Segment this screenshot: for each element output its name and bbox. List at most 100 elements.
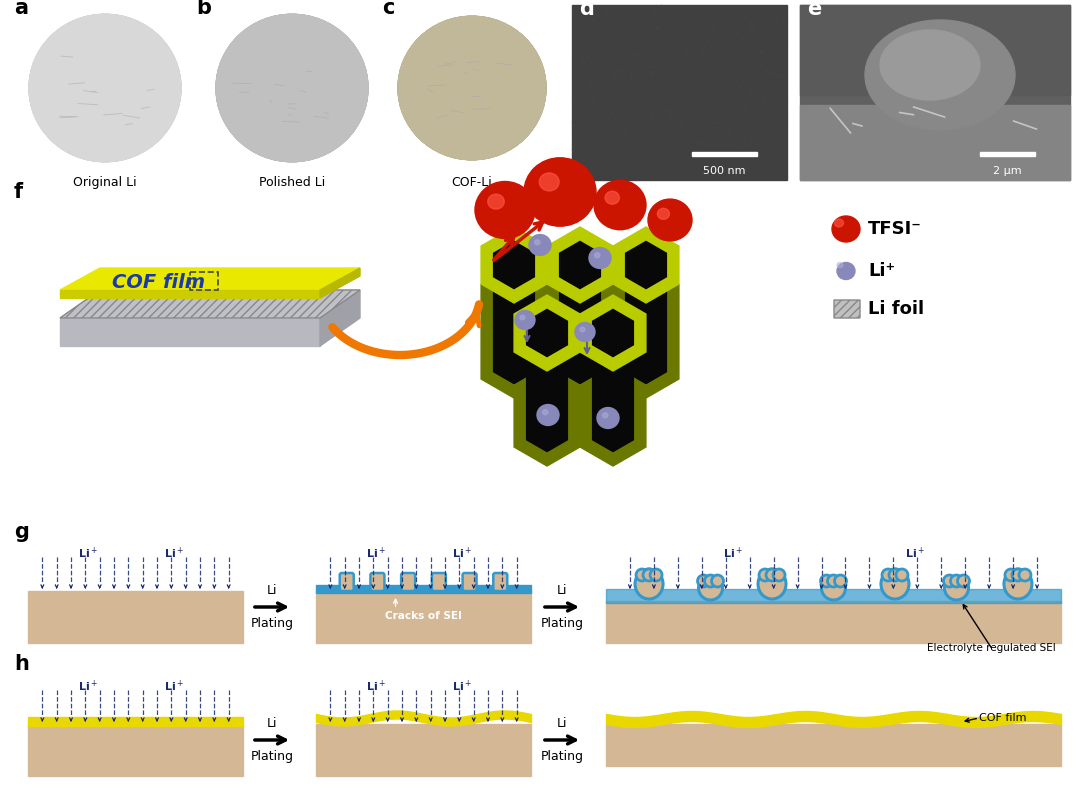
Text: d: d (579, 0, 594, 19)
Bar (572, 5, 787, 180)
Ellipse shape (217, 16, 366, 161)
Ellipse shape (537, 405, 559, 425)
Ellipse shape (605, 192, 619, 204)
Ellipse shape (594, 180, 646, 230)
Ellipse shape (636, 569, 648, 581)
Ellipse shape (217, 15, 367, 161)
Text: Li$^+$: Li$^+$ (78, 679, 98, 694)
Ellipse shape (488, 194, 504, 209)
Ellipse shape (29, 14, 180, 161)
Ellipse shape (217, 15, 367, 161)
Ellipse shape (399, 17, 545, 159)
Text: Plating: Plating (540, 750, 583, 763)
Ellipse shape (766, 569, 778, 581)
Ellipse shape (822, 576, 846, 600)
Ellipse shape (400, 17, 544, 158)
Ellipse shape (217, 16, 367, 161)
Ellipse shape (603, 413, 608, 417)
Ellipse shape (399, 17, 545, 159)
Text: Li$^+$: Li$^+$ (164, 546, 185, 561)
Text: Cracks of SEI: Cracks of SEI (386, 611, 462, 621)
Text: Li: Li (557, 584, 567, 597)
Ellipse shape (704, 575, 716, 587)
Ellipse shape (30, 16, 179, 161)
Ellipse shape (1005, 569, 1017, 581)
Ellipse shape (643, 569, 656, 581)
Ellipse shape (30, 16, 179, 161)
Ellipse shape (30, 16, 179, 161)
Text: Li$^+$: Li$^+$ (724, 546, 743, 561)
Ellipse shape (399, 17, 545, 159)
Ellipse shape (648, 199, 692, 241)
Ellipse shape (1004, 569, 1032, 599)
Ellipse shape (29, 15, 180, 161)
Text: Polished Li: Polished Li (259, 176, 325, 189)
Ellipse shape (216, 14, 368, 161)
Text: Li$^+$: Li$^+$ (164, 679, 185, 694)
Ellipse shape (400, 17, 544, 158)
Ellipse shape (635, 569, 663, 599)
Polygon shape (60, 290, 360, 318)
Polygon shape (580, 277, 600, 383)
Text: Li$^+$: Li$^+$ (366, 679, 387, 694)
Ellipse shape (519, 316, 525, 320)
Ellipse shape (896, 569, 908, 581)
Ellipse shape (882, 569, 894, 581)
Text: Li: Li (557, 717, 567, 730)
Text: Li⁺: Li⁺ (868, 262, 895, 280)
Polygon shape (320, 268, 360, 298)
Ellipse shape (399, 17, 545, 159)
Ellipse shape (399, 17, 545, 159)
Bar (606, 601, 1061, 643)
Ellipse shape (529, 235, 551, 255)
Ellipse shape (575, 323, 595, 342)
Ellipse shape (216, 14, 368, 161)
Polygon shape (60, 268, 360, 290)
Bar (692, 152, 757, 156)
Ellipse shape (524, 157, 596, 227)
Ellipse shape (535, 240, 540, 245)
Ellipse shape (699, 576, 723, 600)
Ellipse shape (30, 15, 180, 161)
Ellipse shape (542, 409, 548, 415)
Ellipse shape (539, 173, 559, 191)
Ellipse shape (515, 311, 535, 329)
Polygon shape (320, 290, 360, 346)
Ellipse shape (399, 17, 545, 159)
Polygon shape (613, 352, 646, 466)
Ellipse shape (400, 17, 544, 158)
Ellipse shape (1018, 569, 1031, 581)
Polygon shape (514, 295, 580, 371)
Polygon shape (60, 290, 360, 318)
Text: Plating: Plating (251, 617, 294, 630)
Ellipse shape (30, 15, 180, 161)
Ellipse shape (950, 575, 962, 587)
Ellipse shape (475, 181, 535, 238)
Ellipse shape (399, 17, 545, 160)
Text: Li$^+$: Li$^+$ (366, 546, 387, 561)
Ellipse shape (881, 569, 909, 599)
Bar (800, 5, 1070, 95)
Ellipse shape (832, 216, 860, 242)
FancyBboxPatch shape (494, 573, 508, 591)
Ellipse shape (30, 16, 179, 161)
Polygon shape (613, 345, 633, 452)
Ellipse shape (399, 17, 545, 159)
Ellipse shape (698, 575, 710, 587)
Bar (800, 5, 1070, 180)
Ellipse shape (958, 575, 970, 587)
Bar (800, 105, 1070, 180)
Ellipse shape (29, 14, 181, 161)
Text: TFSI⁻: TFSI⁻ (868, 220, 922, 238)
Ellipse shape (29, 14, 180, 161)
Ellipse shape (217, 15, 367, 161)
Polygon shape (646, 277, 666, 383)
Ellipse shape (399, 17, 545, 159)
Text: 2 μm: 2 μm (993, 166, 1022, 176)
Polygon shape (514, 284, 546, 398)
Ellipse shape (216, 15, 367, 161)
Text: Li$^+$: Li$^+$ (78, 546, 98, 561)
Text: COF-Li: COF-Li (451, 176, 492, 189)
Polygon shape (60, 290, 320, 298)
Polygon shape (613, 284, 646, 398)
